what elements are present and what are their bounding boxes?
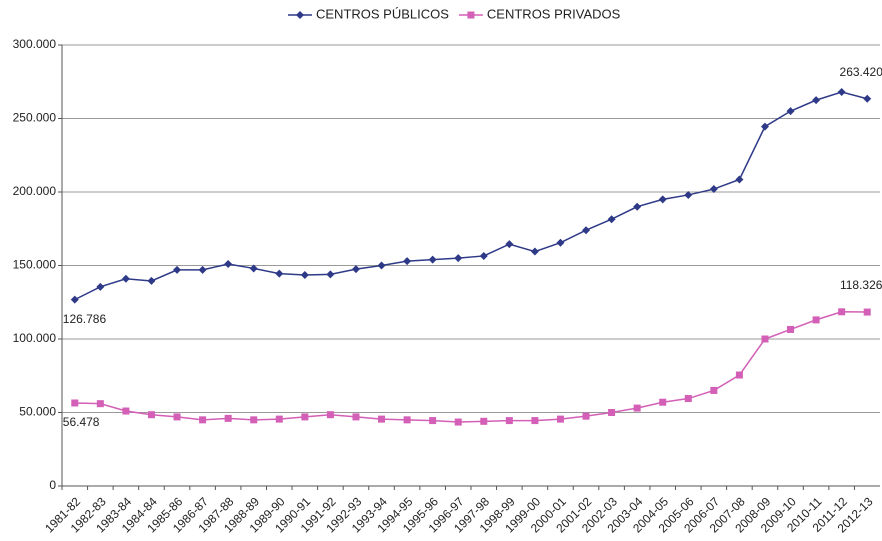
marker <box>122 407 130 415</box>
marker <box>173 265 182 274</box>
marker <box>249 264 258 273</box>
marker <box>812 96 821 105</box>
marker <box>199 416 207 424</box>
marker <box>863 94 872 103</box>
marker <box>709 185 718 194</box>
marker <box>659 398 667 406</box>
marker <box>301 413 309 421</box>
marker <box>505 240 514 249</box>
marker <box>479 251 488 260</box>
y-tick-label: 50.000 <box>19 405 56 419</box>
legend-marker <box>296 11 304 19</box>
marker <box>250 416 258 424</box>
marker <box>198 265 207 274</box>
marker <box>147 411 155 419</box>
legend-item: CENTROS PÚBLICOS <box>288 6 449 21</box>
marker <box>429 417 437 425</box>
marker <box>633 404 641 412</box>
marker <box>812 316 820 324</box>
marker <box>838 308 846 316</box>
legend-label: CENTROS PRIVADOS <box>487 6 621 21</box>
marker <box>454 418 462 426</box>
marker <box>863 308 871 316</box>
marker <box>351 265 360 274</box>
marker <box>428 255 437 264</box>
legend-item: CENTROS PRIVADOS <box>458 6 621 21</box>
marker <box>480 417 488 425</box>
line <box>74 91 868 301</box>
marker <box>224 414 232 422</box>
marker <box>710 386 718 394</box>
marker <box>658 195 667 204</box>
marker <box>735 371 743 379</box>
marker <box>633 202 642 211</box>
marker <box>786 107 795 116</box>
data-label: 56.478 <box>63 415 100 429</box>
legend-label: CENTROS PÚBLICOS <box>316 6 449 21</box>
marker <box>96 400 104 408</box>
marker <box>684 395 692 403</box>
y-tick-label: 0 <box>49 478 56 492</box>
marker <box>684 190 693 199</box>
marker <box>403 416 411 424</box>
marker <box>837 88 846 97</box>
y-tick-label: 300.000 <box>13 37 57 51</box>
y-tick-label: 100.000 <box>13 331 57 345</box>
y-tick-label: 150.000 <box>13 258 57 272</box>
marker <box>352 413 360 421</box>
data-label: 118.326 <box>840 278 882 292</box>
marker <box>582 412 590 420</box>
y-tick-label: 250.000 <box>13 111 57 125</box>
line <box>74 311 868 423</box>
marker <box>787 325 795 333</box>
marker <box>300 271 309 280</box>
marker <box>761 335 769 343</box>
marker <box>454 254 463 263</box>
marker <box>96 282 105 291</box>
marker <box>607 215 616 224</box>
marker <box>505 417 513 425</box>
marker <box>326 270 335 279</box>
legend-marker <box>467 11 475 19</box>
marker <box>760 122 769 131</box>
marker <box>531 417 539 425</box>
marker <box>326 411 334 419</box>
marker <box>530 247 539 256</box>
marker <box>735 175 744 184</box>
marker <box>556 415 564 423</box>
marker <box>556 238 565 247</box>
marker <box>224 260 233 269</box>
marker <box>275 415 283 423</box>
y-tick-label: 200.000 <box>13 184 57 198</box>
marker <box>147 276 156 285</box>
data-label: 126.786 <box>63 312 107 326</box>
marker <box>403 257 412 266</box>
marker <box>377 261 386 270</box>
marker <box>582 226 591 235</box>
marker <box>173 413 181 421</box>
marker <box>121 274 130 283</box>
marker <box>71 399 79 407</box>
data-label: 263.420 <box>840 65 882 79</box>
marker <box>275 269 284 278</box>
marker <box>378 415 386 423</box>
marker <box>70 295 79 304</box>
marker <box>608 409 616 416</box>
